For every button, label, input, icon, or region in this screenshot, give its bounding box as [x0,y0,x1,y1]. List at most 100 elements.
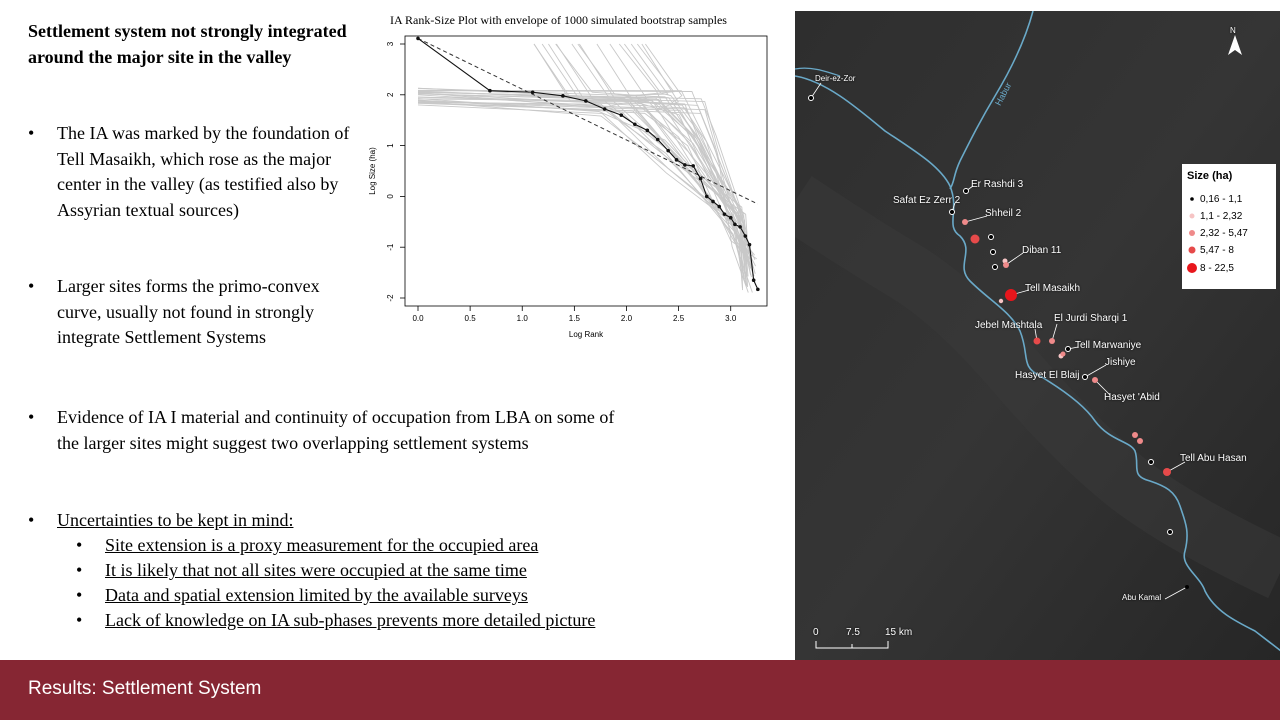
observed-point [717,204,722,209]
observed-point [711,199,715,204]
map-legend: Size (ha) 0,16 - 1,1 1,1 - 2,32 2,32 - 5… [1182,164,1276,289]
bullet-glyph: • [76,610,83,630]
bullet-glyph: • [28,407,35,427]
place-label: Hasyet El Blaij [1015,370,1080,381]
scale-bar: 0 7.5 15 km [813,627,933,651]
envelope-line [417,104,746,256]
bullet-text: Evidence of IA I material and continuity… [57,407,615,453]
envelope-line [417,98,746,245]
place-label: Tell Masaikh [1025,283,1081,294]
x-tick-label: 2.5 [673,314,685,323]
river-euphrates [795,75,1280,652]
observed-point [584,99,588,103]
observed-point [530,90,535,95]
place-label: Deir-ez-Zor [815,74,856,83]
y-tick-label: -1 [386,243,395,251]
footer-title: Results: Settlement System [28,678,262,699]
rank-size-plot: 0.0 0.5 1.0 1.5 2.0 2.5 3.0 -2 -1 0 1 2 3 Log Rank Log… [368,35,768,339]
bullet-text: The IA was marked by the foundation of T… [57,123,350,220]
observed-point [733,222,737,227]
x-axis-label: Log Rank [569,330,604,339]
legend-item: 2,32 - 5,47 [1200,228,1248,239]
place-label: Tell Marwaniye [1075,340,1142,351]
envelope-line [417,91,749,262]
y-tick-label: 2 [386,92,395,97]
place-label: El Jurdi Sharqi 1 [1054,313,1128,324]
sub-bullet-text: Data and spatial extension limited by th… [105,585,528,605]
place-label: Diban 11 [1022,245,1062,256]
river-habur [949,11,1034,190]
sub-bullet-text: Site extension is a proxy measurement fo… [105,535,539,555]
scale-label: 0 [813,627,819,638]
observed-point [698,176,703,181]
envelope-line [604,43,747,283]
observed-point [722,212,727,216]
observed-point [728,215,733,220]
place-label: Tell Abu Hasan [1180,453,1247,464]
scale-label: 7.5 [846,627,860,638]
footer-bar: Results: Settlement System [0,660,1280,720]
place-label: Jishiye [1105,357,1136,368]
observed-point [691,164,695,168]
envelope-line [417,90,748,286]
observed-line [417,37,759,290]
envelope-line [533,43,747,265]
legend-title: Size (ha) [1187,170,1233,182]
observed-point [683,163,687,167]
y-axis-label: Log Size (ha) [368,147,377,195]
north-label: N [1230,26,1236,35]
observed-point [561,94,565,98]
y-tick-label: 3 [386,41,395,46]
bullet-glyph: • [76,535,83,555]
site-map: N Habur Deir-ez-Zor Er Rashdi 3 Safat Ez… [795,11,1280,671]
chart-title: IA Rank-Size Plot with envelope of 1000 … [390,13,727,27]
place-label: Hasyet 'Abid [1104,392,1160,403]
envelope-line [641,43,752,278]
north-arrow-icon [1228,35,1242,55]
x-tick-label: 1.0 [517,314,529,323]
x-tick-label: 0.5 [465,314,477,323]
place-label: Jebel Mashtala [975,320,1043,331]
legend-item: 5,47 - 8 [1200,245,1234,256]
envelope-line [533,43,744,253]
y-tick-label: -2 [386,294,395,302]
x-tick-label: 2.0 [621,314,633,323]
place-label: Er Rashdi 3 [971,179,1024,190]
legend-symbols [1187,197,1197,273]
envelope-line [417,92,745,275]
observed-point [619,113,624,117]
bullet-text: Uncertainties to be kept in mind: [57,510,294,530]
x-tick-label: 1.5 [569,314,581,323]
legend-item: 1,1 - 2,32 [1200,211,1243,222]
observed-point [416,36,420,41]
place-label: Abu Kamal [1122,593,1162,602]
sub-bullet-text: It is likely that not all sites were occ… [105,560,527,580]
observed-point [751,278,756,283]
observed-point [655,137,660,142]
map-terrain [795,11,1280,671]
slide-heading: Settlement system not strongly integrate… [28,21,347,67]
x-tick-label: 3.0 [725,314,737,323]
y-tick-label: 0 [386,194,395,199]
bullet-glyph: • [28,123,35,143]
bullet-glyph: • [28,276,35,296]
envelope-line [417,87,756,260]
legend-item: 0,16 - 1,1 [1200,194,1243,205]
place-label: Safat Ez Zerr 2 [893,195,961,206]
observed-point [743,234,748,238]
observed-point [756,287,760,292]
observed-point [602,107,607,111]
bullet-glyph: • [28,510,35,530]
observed-point [645,128,650,133]
scale-label: 15 km [885,627,913,638]
observed-point [738,225,742,229]
scale-line [815,641,889,649]
bullet-glyph: • [76,560,83,580]
observed-point [747,242,752,247]
observed-point [633,122,637,127]
map-sites [808,82,1189,600]
plot-frame [404,35,768,307]
bullet-glyph: • [76,585,83,605]
bullet-text: Larger sites forms the primo-convex curv… [57,276,320,347]
reference-line [417,37,759,205]
